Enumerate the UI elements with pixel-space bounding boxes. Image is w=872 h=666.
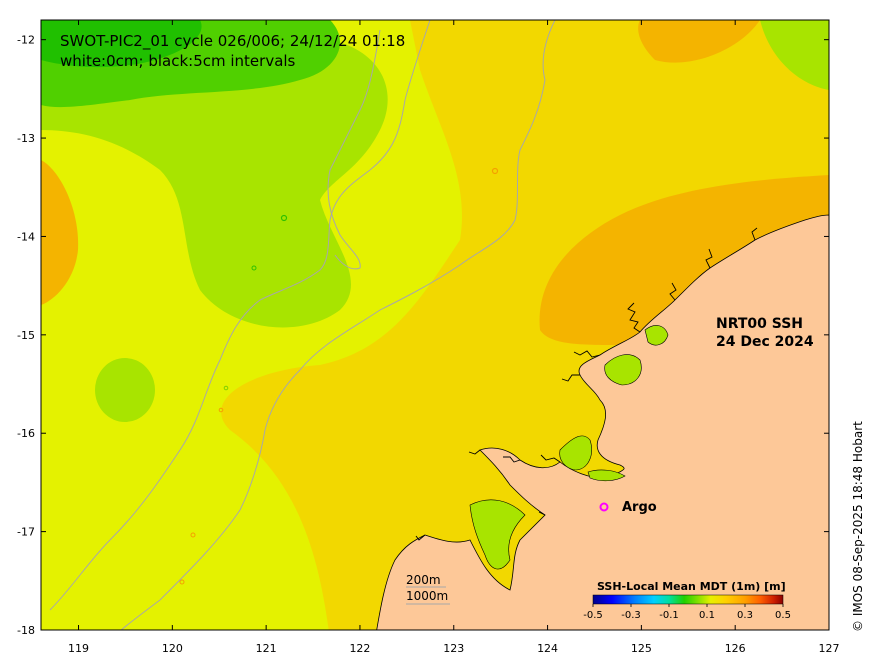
island-marker [179, 579, 185, 585]
island-marker [251, 265, 257, 271]
x-tick-label: 125 [631, 642, 652, 655]
colorbar-tick-label: -0.3 [621, 610, 641, 621]
colorbar-tick-label: -0.1 [659, 610, 679, 621]
argo-legend-icon [599, 502, 609, 512]
y-tick-label: -15 [17, 329, 35, 342]
island-marker [190, 532, 196, 538]
depth-legend-200m: 200m [406, 573, 441, 587]
island-marker [280, 214, 288, 222]
colorbar-tick-label: 0.3 [737, 610, 753, 621]
colorbar-tick-label: 0.1 [699, 610, 715, 621]
x-tick-label: 120 [162, 642, 183, 655]
ssh-cool-region [41, 38, 388, 328]
colorbar-gradient [592, 594, 784, 605]
colorbar-tick-label: -0.5 [583, 610, 603, 621]
x-tick-label: 127 [819, 642, 840, 655]
x-axis: 119 120 121 122 123 124 125 126 127 [68, 20, 840, 655]
plot-frame [40, 19, 830, 631]
x-tick-label: 122 [349, 642, 370, 655]
island-marker [218, 407, 224, 413]
ssh-cool-patch-sw [95, 358, 155, 422]
ssh-hot-region-ne [638, 20, 760, 63]
bathymetry-contour-200m [120, 20, 556, 630]
y-tick-label: -16 [17, 427, 35, 440]
colorbar-ticks: -0.5 -0.3 -0.1 0.1 0.3 0.5 [583, 604, 791, 621]
bathymetry-contour-1000m-b [327, 29, 381, 270]
shallow-water-bay-2 [604, 354, 642, 386]
shallow-water-bay-1 [559, 435, 592, 471]
y-tick-label: -12 [17, 34, 35, 47]
shallow-water-bay-3 [644, 325, 669, 346]
credit-text: © IMOS 08-Sep-2025 18:48 Hobart [851, 421, 865, 632]
bathymetry-contour-1000m [49, 20, 431, 611]
colorbar-title: SSH-Local Mean MDT (1m) [m] [597, 580, 786, 593]
y-tick-label: -18 [17, 624, 35, 637]
y-axis: -12 -13 -14 -15 -16 -17 -18 [17, 34, 829, 637]
argo-legend-label: Argo [622, 500, 657, 515]
shallow-water-kimberley [469, 499, 526, 570]
ssh-hot-region-west [41, 160, 79, 305]
coastline-detail [415, 227, 758, 541]
x-tick-label: 123 [443, 642, 464, 655]
depth-legend-1000m: 1000m [406, 589, 448, 603]
map-title-line1: SWOT-PIC2_01 cycle 026/006; 24/12/24 01:… [60, 32, 405, 51]
island-marker [491, 167, 499, 175]
x-tick-label: 119 [68, 642, 89, 655]
map-plot-area [41, 20, 829, 630]
y-tick-label: -14 [17, 230, 35, 243]
y-tick-label: -13 [17, 132, 35, 145]
x-tick-label: 124 [537, 642, 558, 655]
x-tick-label: 126 [725, 642, 746, 655]
colorbar-tick-label: 0.5 [775, 610, 791, 621]
product-label-line2: 24 Dec 2024 [716, 334, 814, 350]
ssh-coldest-region [41, 20, 202, 68]
island-marker [223, 385, 229, 391]
map-title-line2: white:0cm; black:5cm intervals [60, 52, 296, 70]
y-tick-label: -17 [17, 526, 35, 539]
product-label-line1: NRT00 SSH [716, 316, 803, 332]
x-tick-label: 121 [256, 642, 277, 655]
ssh-cool-patch-ne [760, 20, 829, 90]
shallow-water-bay-4 [587, 469, 626, 482]
